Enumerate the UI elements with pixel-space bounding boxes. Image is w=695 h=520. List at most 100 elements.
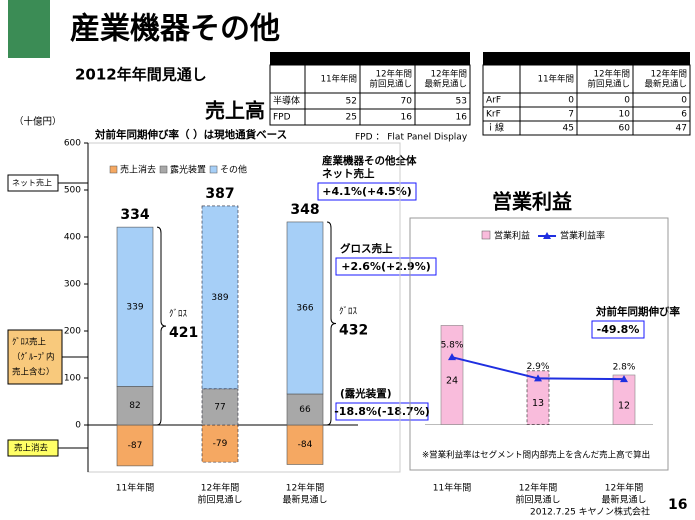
chart-title: 売上高 <box>205 99 265 123</box>
table-cell: 45 <box>563 124 574 134</box>
table-frame <box>482 64 691 136</box>
y-tick-label: 200 <box>64 327 81 337</box>
legend-swatch <box>481 230 491 240</box>
label-box <box>335 257 437 276</box>
table-cell: ｉ線 <box>486 122 504 134</box>
bar <box>440 325 464 425</box>
line-marker <box>620 375 628 383</box>
bar-segment <box>116 226 154 387</box>
footer-date: 2012.7.25 キヤノン株式会社 <box>530 506 650 518</box>
table-header: 最新見通し <box>644 79 687 90</box>
y-tick-label: 400 <box>64 233 81 243</box>
bar-value-label: 389 <box>211 293 228 303</box>
table-title-bg <box>270 52 470 65</box>
bar <box>526 370 550 425</box>
bar-value-label: 366 <box>296 303 313 313</box>
table-cell: 0 <box>568 96 574 106</box>
bar <box>612 374 636 425</box>
table-cell: KrF <box>486 110 501 120</box>
legend-swatch <box>159 165 168 174</box>
total-label: 348 <box>290 202 319 218</box>
gross-value: 432 <box>339 322 368 338</box>
gross-label: ｸﾞﾛｽ <box>339 306 358 317</box>
gross-value: 421 <box>169 325 198 341</box>
legend-label: 露光装置 <box>170 164 206 176</box>
table-cell: 25 <box>346 113 357 123</box>
annotation-text: グロス売上 <box>340 242 393 255</box>
growth-rate: -49.8% <box>597 323 640 336</box>
page-number: 16 <box>668 497 687 513</box>
table-title: 半導体露光装置光源別内訳（台数） <box>487 53 631 65</box>
bar-segment <box>201 205 239 390</box>
table-cell: 0 <box>681 96 687 106</box>
bar-segment <box>201 388 239 426</box>
legend-label: 売上消去 <box>120 164 156 176</box>
y-axis-label: （十億円） <box>14 116 62 128</box>
bar-value-label: 13 <box>532 398 544 409</box>
plot-frame <box>409 217 669 471</box>
side-label: 売上含む） <box>12 367 55 378</box>
y-tick-label: 600 <box>64 139 81 149</box>
line-value-label: 5.8% <box>441 341 464 351</box>
gross-brace <box>156 226 167 426</box>
bar-value-label: 12 <box>618 400 630 411</box>
legend-swatch <box>109 165 118 174</box>
line-marker <box>534 374 542 382</box>
table-header: 11年年間 <box>538 74 574 85</box>
table-title: 露光装置の内訳（台数） <box>274 53 373 65</box>
label-box <box>591 320 645 339</box>
line-value-label: 2.8% <box>613 363 636 373</box>
table-header: 11年年間 <box>321 74 357 85</box>
total-label: 387 <box>205 186 234 202</box>
table-cell: FPD <box>273 113 291 123</box>
annotation-text: 対前年同期伸び率 <box>595 305 680 318</box>
bar-value-label: -87 <box>128 441 143 451</box>
side-label: （ｸﾞﾙｰﾌﾟ内 <box>12 352 55 363</box>
table-header: 12年年間 <box>651 69 687 80</box>
x-tick-label: 12年年間 <box>286 482 324 494</box>
table-cell: 16 <box>456 113 468 123</box>
annotation-text: (露光装置) <box>340 387 392 400</box>
legend-label: 営業利益率 <box>560 230 605 242</box>
bar-value-label: 82 <box>129 401 140 411</box>
bar-value-label: 24 <box>446 375 458 386</box>
legend-marker <box>543 232 552 239</box>
chart-note: 対前年同期伸び率（ ）は現地通貨ベース <box>94 128 287 141</box>
bar-value-label: 339 <box>126 302 143 312</box>
y-tick-label: 300 <box>64 280 81 290</box>
table-cell: 0 <box>624 96 630 106</box>
annotation-text: ネット売上 <box>322 167 375 180</box>
table-header: 12年年間 <box>594 69 630 80</box>
table-cell: 47 <box>676 124 687 134</box>
slide-title: 産業機器その他 <box>70 12 280 47</box>
table-header: 最新見通し <box>424 79 467 90</box>
gross-brace <box>326 221 337 426</box>
bar-value-label: 77 <box>214 402 225 412</box>
x-tick-label: 11年年間 <box>116 482 154 494</box>
bar-segment <box>286 221 324 395</box>
table-header: 前回見通し <box>369 79 412 90</box>
annotation-text: 産業機器その他全体 <box>322 154 417 167</box>
accent-block <box>8 0 50 58</box>
side-label: ネット売上 <box>12 178 52 188</box>
table-frame <box>269 64 471 126</box>
side-label: ｸﾞﾛｽ売上 <box>12 337 47 348</box>
table-cell: ArF <box>486 96 501 106</box>
x-tick-label: 12年年間 <box>605 482 643 494</box>
bar-value-label: -79 <box>213 439 228 449</box>
x-tick-label: 前回見通し <box>515 494 560 506</box>
table-cell: 7 <box>568 110 574 120</box>
y-tick-label: 100 <box>64 374 81 384</box>
label-box <box>7 329 63 385</box>
table-cell: 60 <box>619 124 631 134</box>
table-header: 12年年間 <box>376 69 412 80</box>
legend-label: 営業利益 <box>494 230 530 242</box>
profit-note: ※営業利益率はセグメント間内部売上を含んだ売上高で算出 <box>422 450 650 461</box>
label-box <box>335 402 429 421</box>
gross-label: ｸﾞﾛｽ <box>169 309 188 320</box>
label-box <box>317 182 417 201</box>
total-label: 334 <box>120 207 149 223</box>
legend-label: その他 <box>220 164 247 176</box>
table-cell: 6 <box>681 110 687 120</box>
